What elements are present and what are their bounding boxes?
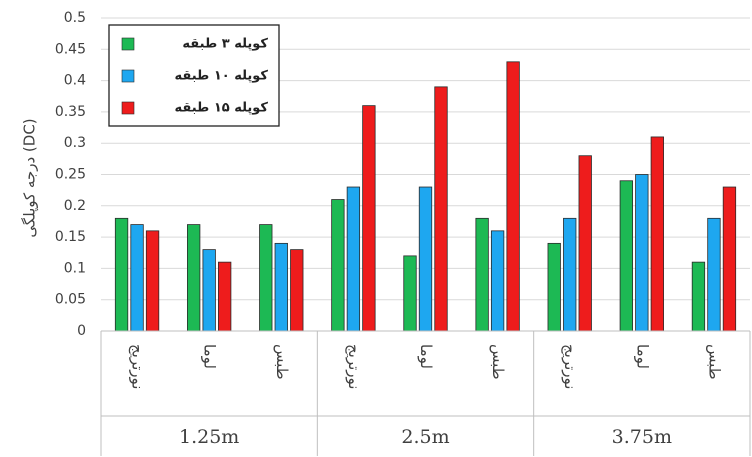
y-tick-label: 0.25 xyxy=(55,167,86,183)
y-tick-label: 0.35 xyxy=(55,104,86,120)
category-label: لوما xyxy=(201,344,219,369)
bar xyxy=(130,224,144,332)
bar xyxy=(362,105,376,332)
legend-swatch xyxy=(121,101,135,115)
y-tick-label: 0.2 xyxy=(64,198,86,214)
legend-box xyxy=(108,24,280,127)
bar xyxy=(202,249,216,332)
bar xyxy=(114,217,129,332)
bar xyxy=(218,261,232,332)
bar xyxy=(707,217,721,332)
category-label: نورتریج xyxy=(345,344,363,389)
bar xyxy=(274,242,288,332)
bar xyxy=(290,249,304,332)
category-label: لوما xyxy=(417,344,435,369)
bar xyxy=(259,224,273,332)
y-tick-label: 0.05 xyxy=(55,292,86,308)
bar xyxy=(506,61,520,332)
y-tick-label: 0.4 xyxy=(64,73,86,89)
bar xyxy=(475,217,489,332)
bar xyxy=(490,230,505,332)
y-axis-title: درجه کوپلگی (DC) xyxy=(21,118,40,237)
legend-label: کوپله ۳ طبقه xyxy=(182,37,268,52)
bar xyxy=(187,224,201,332)
category-label: نورتریج xyxy=(129,344,147,389)
bar xyxy=(635,174,649,332)
bar xyxy=(563,217,577,332)
bar xyxy=(346,186,361,332)
bar xyxy=(331,199,345,332)
bar xyxy=(691,261,706,332)
bar xyxy=(650,136,664,332)
category-label: طبس xyxy=(273,344,291,380)
legend-swatch xyxy=(121,69,135,83)
group-label: 2.5m xyxy=(401,426,449,448)
bar xyxy=(722,186,737,332)
category-label: طبس xyxy=(705,344,723,380)
legend-swatch xyxy=(121,37,135,51)
legend: کوپله ۳ طبقه کوپله ۱۰ طبقه کوپله ۱۵ طبقه xyxy=(108,24,280,127)
y-tick-label: 0 xyxy=(77,323,86,339)
y-tick-label: 0.45 xyxy=(55,41,86,57)
y-tick-label: 0.5 xyxy=(64,10,86,26)
y-tick-label: 0.1 xyxy=(64,260,86,276)
bar xyxy=(145,230,160,332)
group-label: 3.75m xyxy=(612,426,672,448)
category-label: طبس xyxy=(489,344,507,380)
bar xyxy=(434,86,448,332)
bar xyxy=(418,186,433,332)
y-axis-ticks: 0 0.05 0.1 0.15 0.2 0.25 0.3 0.35 0.4 0.45 0.5 xyxy=(55,10,86,339)
bar xyxy=(403,255,417,332)
category-label: نورتریج xyxy=(561,344,579,389)
group-label: 1.25m xyxy=(179,426,239,448)
legend-label: کوپله ۱۵ طبقه xyxy=(174,101,268,116)
bar xyxy=(547,242,561,332)
bar xyxy=(578,155,592,332)
legend-label: کوپله ۱۰ طبقه xyxy=(174,69,268,84)
category-axis: نورتریج لوما طبس نورتریج لوما طبس نورتریج لوما ط… xyxy=(100,330,751,456)
category-label: لوما xyxy=(633,344,651,369)
y-tick-label: 0.3 xyxy=(64,135,86,151)
bar xyxy=(619,180,633,332)
y-tick-label: 0.15 xyxy=(55,229,86,245)
